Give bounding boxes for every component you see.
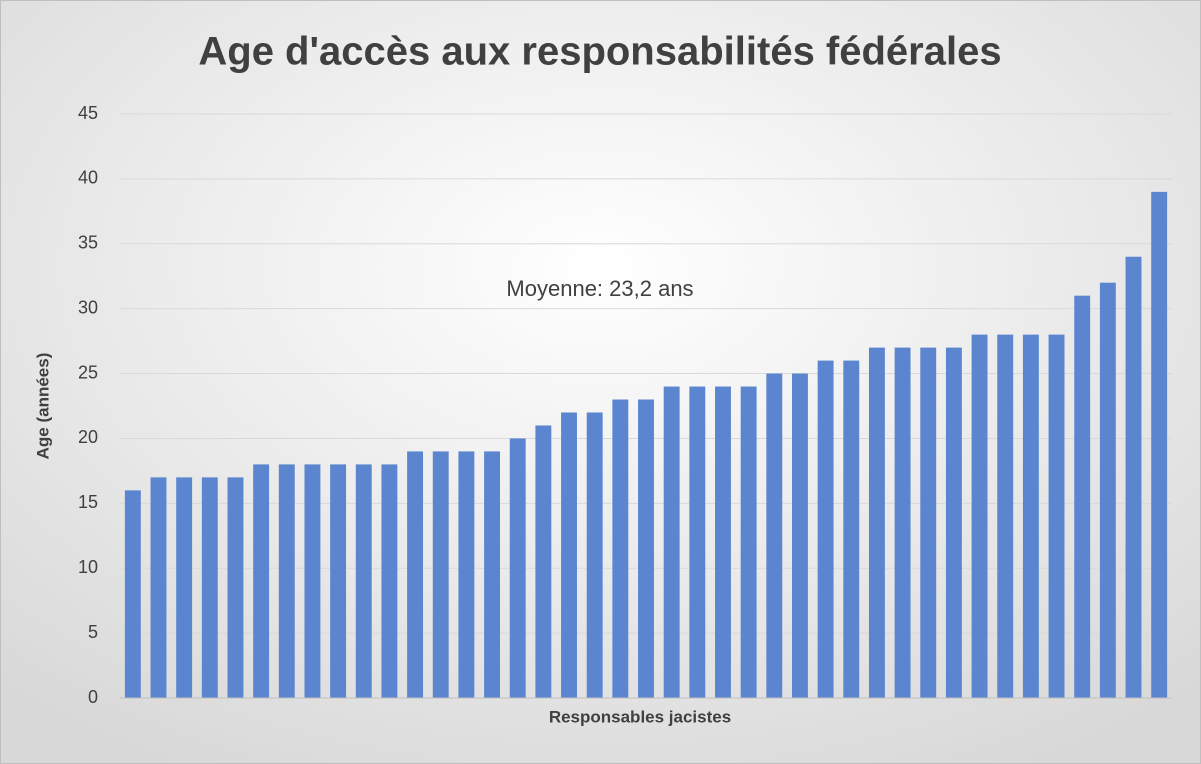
bar <box>150 477 167 698</box>
bar <box>868 347 885 698</box>
bar <box>278 464 295 698</box>
bar <box>509 438 526 698</box>
bar <box>253 464 270 698</box>
bar <box>176 477 193 698</box>
y-tick-label: 10 <box>78 557 98 577</box>
bar <box>381 464 398 698</box>
bar <box>612 399 629 698</box>
bar <box>663 386 680 698</box>
y-tick-label: 40 <box>78 168 98 188</box>
bar <box>124 490 141 698</box>
bar <box>432 451 449 698</box>
bar <box>791 373 808 698</box>
y-tick-label: 5 <box>88 622 98 642</box>
bar <box>945 347 962 698</box>
bar <box>971 334 988 698</box>
bar <box>1151 191 1168 698</box>
bar <box>843 360 860 698</box>
bar <box>535 425 552 698</box>
bar <box>689 386 706 698</box>
bar <box>715 386 731 698</box>
bar <box>766 373 783 698</box>
bar <box>1099 282 1116 698</box>
x-axis-label: Responsables jacistes <box>549 707 731 726</box>
bar <box>355 464 372 698</box>
bar <box>227 477 244 698</box>
bar <box>894 347 911 698</box>
y-axis-label: Age (années) <box>33 353 52 460</box>
y-tick-label: 30 <box>78 297 98 317</box>
y-tick-label: 0 <box>88 687 98 707</box>
bar <box>201 477 218 698</box>
bar <box>1074 295 1091 698</box>
bar <box>1125 256 1142 698</box>
bar <box>920 347 937 698</box>
bar <box>484 451 501 698</box>
y-tick-label: 15 <box>78 492 98 512</box>
bar <box>740 386 757 698</box>
bar <box>458 451 475 698</box>
bar <box>1048 334 1065 698</box>
bar <box>997 334 1014 698</box>
y-tick-label: 25 <box>78 362 98 382</box>
y-tick-label: 20 <box>78 427 98 447</box>
bar <box>817 360 834 698</box>
annotation: Moyenne: 23,2 ans <box>506 276 693 301</box>
chart-title: Age d'accès aux responsabilités fédérale… <box>198 30 1001 74</box>
bar <box>330 464 347 698</box>
y-tick-label: 45 <box>78 103 98 123</box>
bar <box>638 399 654 698</box>
bar <box>304 464 321 698</box>
y-tick-label: 35 <box>78 233 98 253</box>
bar <box>561 412 577 698</box>
bar <box>407 451 424 698</box>
bar <box>1022 334 1039 698</box>
bar <box>586 412 603 698</box>
